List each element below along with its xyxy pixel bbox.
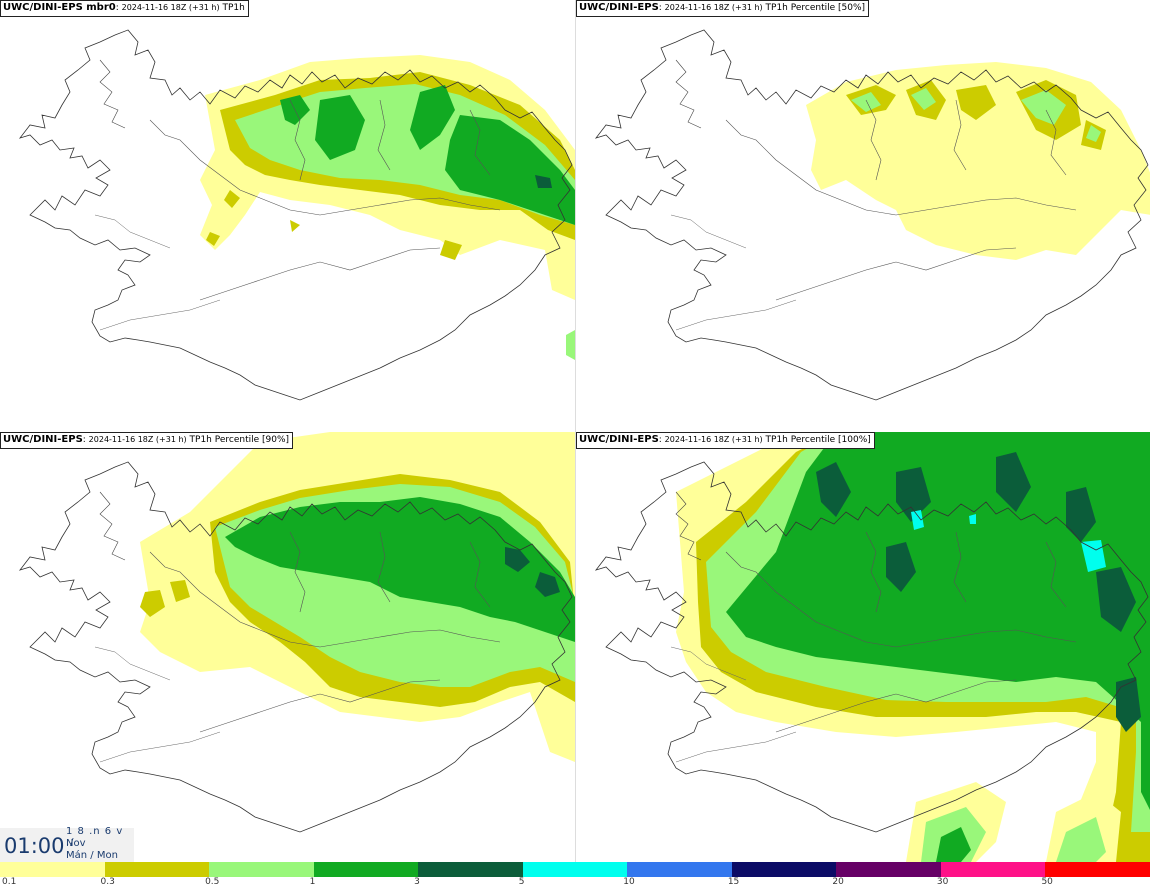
separator: : <box>115 3 122 13</box>
scale-tick-label: 50 <box>1041 877 1053 887</box>
map-panel-mbr0[interactable]: UWC/DINI-EPS mbr0: 2024-11-16 18Z (+31 h… <box>0 0 575 430</box>
map-panel-p100[interactable]: UWC/DINI-EPS: 2024-11-16 18Z (+31 h) TP1… <box>576 432 1150 862</box>
valid-time: 01:00 <box>4 834 65 858</box>
panel-title: UWC/DINI-EPS: 2024-11-16 18Z (+31 h) TP1… <box>576 432 875 449</box>
map-panel-p50[interactable]: UWC/DINI-EPS: 2024-11-16 18Z (+31 h) TP1… <box>576 0 1150 430</box>
scale-tick-label: 5 <box>518 877 525 887</box>
scale-tick-label: 0.3 <box>100 877 115 887</box>
scale-segment <box>627 862 732 877</box>
scale-segment <box>104 862 210 877</box>
valid-month: Nov <box>66 838 86 849</box>
scale-tick-label: 0.5 <box>205 877 220 887</box>
scale-tick-label: 1 <box>309 877 316 887</box>
run-date: 2024-11-16 18Z (+31 h) <box>664 435 763 444</box>
panel-title: UWC/DINI-EPS mbr0: 2024-11-16 18Z (+31 h… <box>0 0 249 17</box>
scale-tick-label: 0.1 <box>2 877 17 887</box>
model-name: UWC/DINI-EPS <box>3 434 83 445</box>
separator: : <box>82 435 89 445</box>
precip-map <box>595 432 1150 862</box>
field-name: TP1h Percentile [90%] <box>189 435 290 445</box>
field-name: TP1h Percentile [50%] <box>765 3 866 13</box>
scale-segment <box>313 862 419 877</box>
scale-segment <box>836 862 941 877</box>
scale-tick-label: 20 <box>832 877 844 887</box>
panel-title: UWC/DINI-EPS: 2024-11-16 18Z (+31 h) TP1… <box>576 0 870 17</box>
scale-segment <box>1045 862 1150 877</box>
scale-segment <box>522 862 628 877</box>
scale-segment <box>209 862 314 877</box>
precip-map <box>595 29 1150 401</box>
scale-segment <box>940 862 1046 877</box>
scale-tick-label: 10 <box>623 877 635 887</box>
separator: : <box>658 3 665 13</box>
run-date: 2024-11-16 18Z (+31 h) <box>121 3 220 12</box>
panel-divider <box>575 0 576 862</box>
model-name: UWC/DINI-EPS <box>579 2 659 13</box>
color-scale-legend: 0.1 0.3 0.5 1 3 5 10 15 20 30 50 <box>0 862 1150 891</box>
valid-day: 1 8 .n 6 v ./ <box>66 826 124 848</box>
map-panel-p90[interactable]: UWC/DINI-EPS: 2024-11-16 18Z (+31 h) TP1… <box>0 432 575 862</box>
precip-map <box>19 29 575 401</box>
panel-title: UWC/DINI-EPS: 2024-11-16 18Z (+31 h) TP1… <box>0 432 294 449</box>
precip-map <box>19 432 575 833</box>
model-name: UWC/DINI-EPS <box>579 434 659 445</box>
scale-segment <box>0 862 105 877</box>
scale-tick-label: 15 <box>727 877 740 887</box>
scale-segment <box>418 862 523 877</box>
valid-time-box: 01:00 1 8 .n 6 v ./ Nov Mán / Mon <box>0 826 134 862</box>
scale-tick-label: 30 <box>936 877 949 887</box>
scale-tick-label: 3 <box>414 877 420 887</box>
model-name: UWC/DINI-EPS mbr0 <box>3 2 116 13</box>
valid-weekday: Mán / Mon <box>66 850 118 861</box>
separator: : <box>658 435 665 445</box>
field-name: TP1h <box>222 3 245 13</box>
field-name: TP1h Percentile [100%] <box>765 435 871 445</box>
run-date: 2024-11-16 18Z (+31 h) <box>664 3 763 12</box>
run-date: 2024-11-16 18Z (+31 h) <box>88 435 187 444</box>
color-scale-bar <box>0 862 1150 877</box>
scale-segment <box>731 862 837 877</box>
